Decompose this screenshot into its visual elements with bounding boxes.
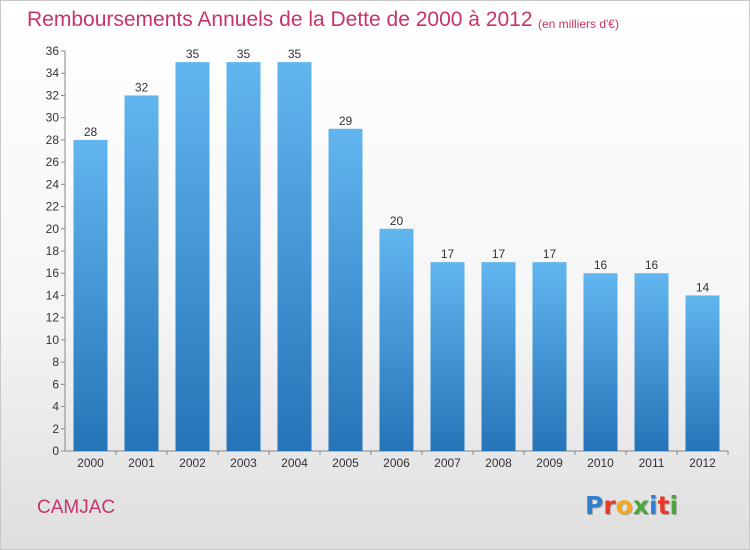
bar — [124, 95, 159, 451]
bar — [277, 62, 312, 451]
bar — [685, 295, 720, 451]
logo-letter: i — [649, 491, 658, 520]
data-label: 16 — [645, 258, 659, 272]
data-label: 29 — [339, 114, 353, 128]
commune-name: CAMJAC — [37, 497, 116, 518]
y-tick-label: 30 — [46, 111, 60, 125]
y-tick-label: 32 — [46, 88, 60, 102]
logo-letter: x — [632, 491, 649, 520]
logo-letter: t — [657, 491, 670, 520]
y-tick-label: 24 — [46, 177, 60, 191]
bar — [583, 273, 618, 451]
y-tick-label: 14 — [46, 288, 60, 302]
data-label: 16 — [594, 258, 608, 272]
x-tick-label: 2005 — [332, 456, 359, 470]
x-tick-label: 2007 — [434, 456, 461, 470]
y-tick-label: 4 — [52, 400, 59, 414]
bar — [634, 273, 669, 451]
data-label: 17 — [492, 247, 506, 261]
logo-letter: o — [615, 491, 633, 520]
y-tick-label: 20 — [46, 222, 60, 236]
y-tick-label: 22 — [46, 200, 60, 214]
y-tick-label: 8 — [52, 355, 59, 369]
x-tick-label: 2000 — [77, 456, 104, 470]
x-tick-label: 2011 — [639, 456, 665, 470]
x-tick-label: 2002 — [179, 456, 206, 470]
y-tick-label: 2 — [52, 422, 59, 436]
bar — [73, 139, 108, 451]
y-tick-label: 36 — [46, 44, 60, 58]
x-tick-label: 2003 — [230, 456, 257, 470]
data-label: 28 — [84, 125, 98, 139]
data-label: 32 — [135, 80, 149, 94]
data-label: 35 — [237, 47, 251, 61]
x-tick-label: 2006 — [383, 456, 410, 470]
y-tick-label: 10 — [46, 333, 60, 347]
data-label: 17 — [441, 247, 455, 261]
data-label: 35 — [288, 47, 302, 61]
x-tick-label: 2012 — [689, 456, 716, 470]
y-tick-label: 16 — [46, 266, 60, 280]
chart-title: Remboursements Annuels de la Dette de 20… — [27, 8, 533, 31]
data-label: 17 — [543, 247, 557, 261]
y-tick-label: 12 — [46, 311, 60, 325]
bars — [73, 62, 720, 451]
bar — [226, 62, 261, 451]
logo-letter: i — [669, 491, 679, 520]
bar — [481, 262, 516, 451]
logo-letter: P — [585, 491, 604, 520]
y-tick-label: 26 — [46, 155, 60, 169]
x-tick-label: 2008 — [485, 456, 512, 470]
bar — [379, 228, 414, 451]
x-tick-label: 2001 — [128, 456, 155, 470]
x-tick-label: 2004 — [281, 456, 308, 470]
bar — [175, 62, 210, 451]
y-tick-label: 0 — [52, 444, 59, 458]
data-label: 20 — [390, 214, 404, 228]
y-tick-label: 18 — [46, 244, 60, 258]
bar — [430, 262, 465, 451]
x-tick-label: 2010 — [587, 456, 614, 470]
y-tick-label: 6 — [52, 377, 59, 391]
y-tick-label: 34 — [46, 66, 60, 80]
data-label: 35 — [186, 47, 200, 61]
logo-letter: r — [603, 491, 616, 520]
proxiti-logo: Proxiti — [585, 491, 678, 520]
bar — [532, 262, 567, 451]
data-labels: 28 32 35 35 35 29 20 17 17 17 16 16 14 — [84, 47, 710, 294]
y-tick-label: 28 — [46, 133, 60, 147]
bar — [328, 128, 363, 451]
x-tick-label: 2009 — [536, 456, 563, 470]
chart-subtitle: (en milliers d'€) — [538, 17, 619, 31]
data-label: 14 — [696, 280, 710, 294]
